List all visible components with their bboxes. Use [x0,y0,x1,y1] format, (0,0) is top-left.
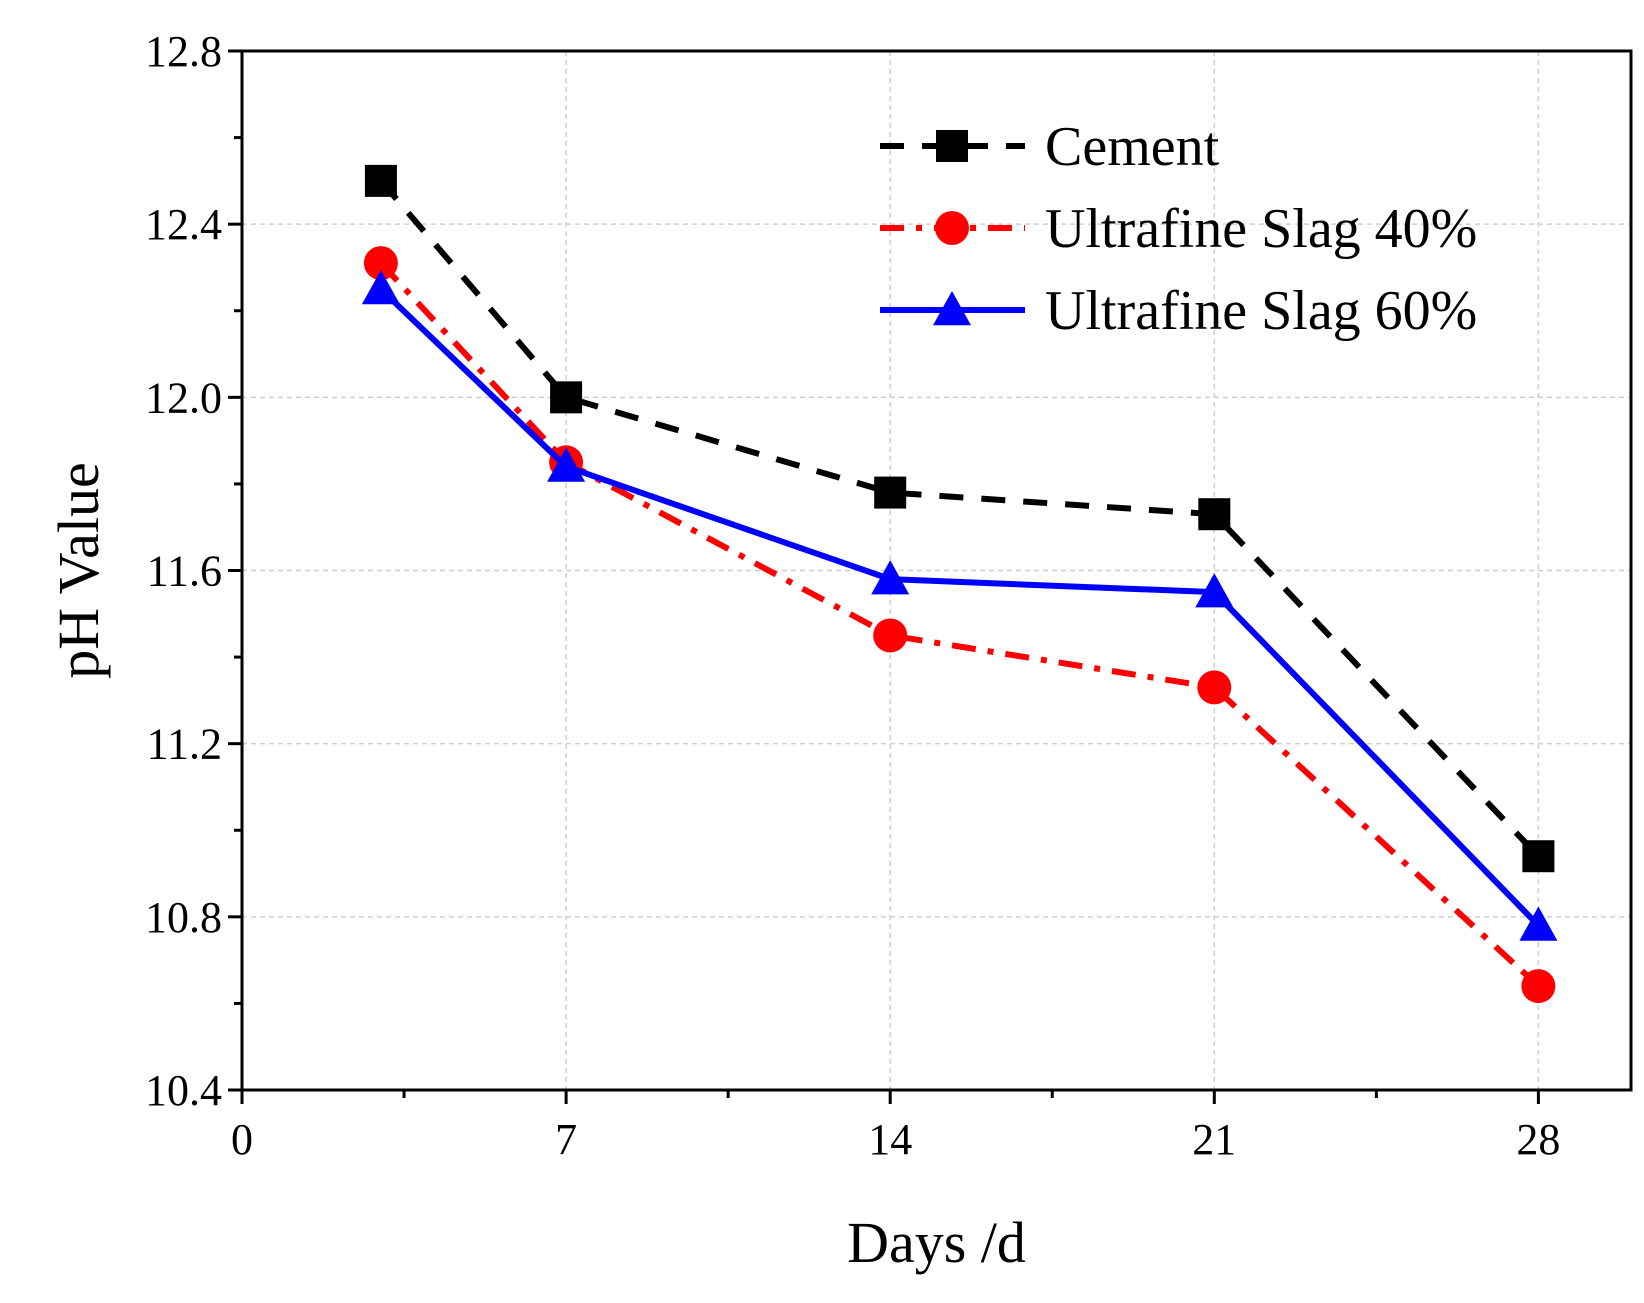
y-tick-label: 11.6 [147,547,222,596]
x-tick-label: 7 [555,1115,577,1164]
legend-marker [936,130,968,162]
axes: 0 7 14 21 28 10.4 10.8 11.2 11.6 12.0 12.4 12.8 [145,27,1560,1164]
legend-label: Cement [1045,116,1220,178]
data-point-marker [1197,670,1232,705]
series-line [378,178,1541,859]
data-point-marker [550,381,583,414]
data-point-marker [363,246,398,281]
y-tick-label: 12.4 [145,200,222,249]
y-tick-label: 11.2 [147,720,222,769]
series-ultrafine-slag-60 [361,270,1558,941]
series-line [378,261,1541,989]
legend-item: Ultrafine Slag 60% [880,280,1477,342]
legend: Cement Ultrafine Slag 40% Ultrafine Slag 6… [880,116,1477,342]
y-tick-label: 10.4 [145,1066,222,1115]
data-point-marker [873,618,908,653]
x-tick-label: 28 [1516,1115,1560,1164]
x-tick-label: 21 [1192,1115,1236,1164]
data-point-marker [1195,573,1234,608]
y-tick-label: 12.0 [145,373,222,422]
series-ultrafine-slag-40 [363,246,1556,1004]
data-point-marker [1198,498,1231,531]
x-tick-label: 0 [231,1115,253,1164]
data-point-marker [874,476,907,509]
y-tick-label: 12.8 [145,27,222,76]
data-point-marker [364,164,397,197]
legend-label: Ultrafine Slag 40% [1045,198,1477,260]
series-layer [361,164,1558,1004]
data-point-marker [547,447,586,482]
x-tick-label: 14 [868,1115,912,1164]
y-axis-title: pH Value [46,462,111,678]
x-axis-title: Days /d [847,1210,1026,1275]
legend-marker [935,211,969,245]
data-point-marker [361,270,400,305]
data-point-marker [1522,840,1555,873]
legend-marker [933,291,971,326]
y-tick-label: 10.8 [145,893,222,942]
data-point-marker [1519,906,1558,941]
series-cement [364,164,1555,873]
data-point-marker [871,560,910,595]
data-point-marker [1521,969,1556,1004]
legend-label: Ultrafine Slag 60% [1045,280,1477,342]
legend-item: Cement [880,116,1220,178]
legend-item: Ultrafine Slag 40% [880,198,1477,260]
